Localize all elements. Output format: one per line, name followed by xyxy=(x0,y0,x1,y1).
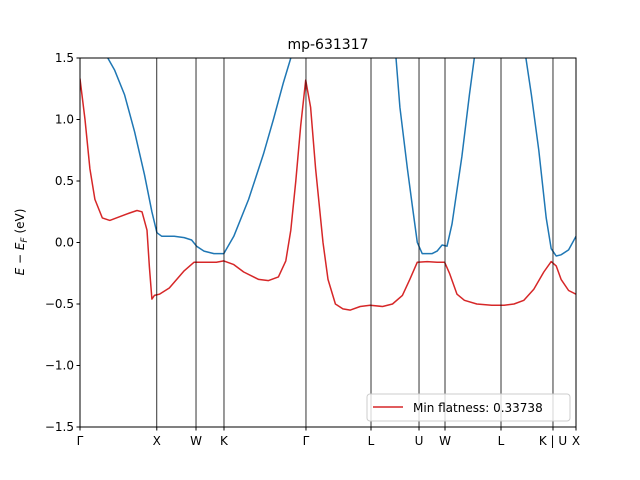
y-tick-label: −1.5 xyxy=(45,420,74,434)
band-line-0-1 xyxy=(395,58,476,255)
series-layer xyxy=(80,58,576,311)
x-tick-label: X xyxy=(153,434,161,448)
y-tick-label: 1.0 xyxy=(55,113,74,127)
y-axis-label-sub: F xyxy=(20,237,30,243)
y-axis-label-main: E − E xyxy=(13,242,27,275)
legend: Min flatness: 0.33738 xyxy=(366,393,571,422)
y-axis-label-unit: (eV) xyxy=(13,209,27,238)
band-line-0-0 xyxy=(107,58,292,255)
x-tick-label: Γ xyxy=(77,434,84,448)
y-tick-label: 0.5 xyxy=(55,174,74,188)
legend-box xyxy=(366,393,571,422)
x-tick-label: Γ xyxy=(303,434,310,448)
x-tick-label: L xyxy=(498,434,505,448)
x-tick-label: L xyxy=(368,434,375,448)
x-tick-label: U xyxy=(415,434,424,448)
y-tick-label: −0.5 xyxy=(45,297,74,311)
k-point-lines xyxy=(156,58,554,427)
legend-label: Min flatness: 0.33738 xyxy=(413,401,543,415)
y-axis-label: E − EF (eV) xyxy=(13,209,30,276)
x-tick-label: X xyxy=(572,434,580,448)
y-tick-label: 0.0 xyxy=(55,236,74,250)
band-line-0-2 xyxy=(525,58,576,257)
band-line-1-0 xyxy=(80,78,576,311)
x-tick-label: W xyxy=(439,434,451,448)
x-ticks: Γ X W K Γ L U W L K | U X xyxy=(77,427,580,448)
y-tick-label: −1.0 xyxy=(45,359,74,373)
chart-title: mp-631317 xyxy=(287,37,368,53)
y-tick-label: 1.5 xyxy=(55,51,74,65)
plot-frame xyxy=(79,57,577,428)
x-tick-label: K | U xyxy=(539,434,567,448)
x-tick-label: W xyxy=(190,434,202,448)
x-tick-label: K xyxy=(220,434,229,448)
y-ticks: −1.5 −1.0 −0.5 0.0 0.5 1.0 1.5 xyxy=(45,51,80,434)
